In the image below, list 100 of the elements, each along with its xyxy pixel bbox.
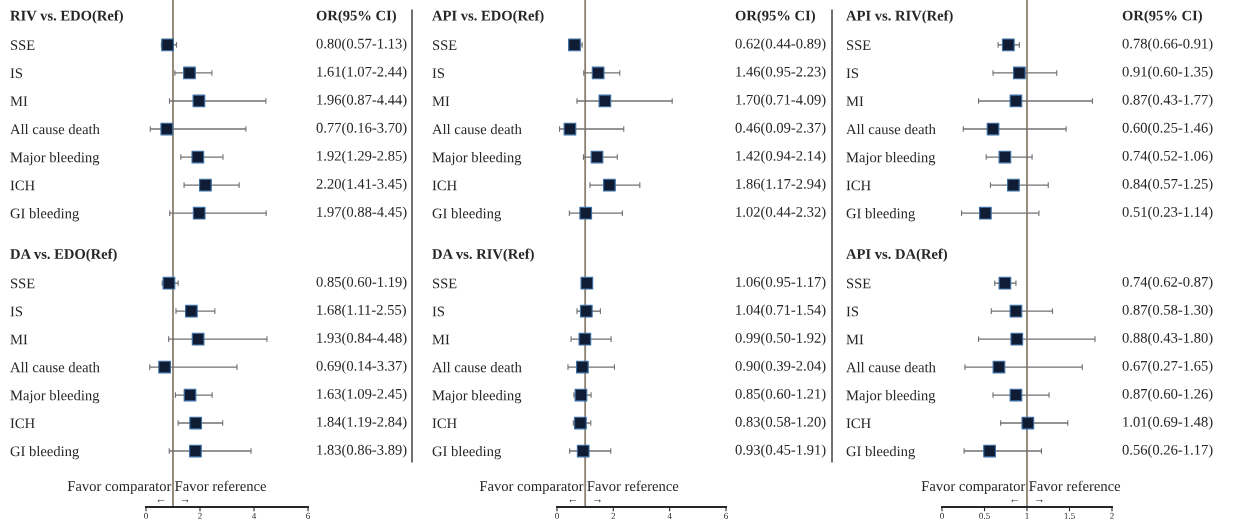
data-label: 1.01(0.69-1.48)	[1123, 416, 1213, 430]
point	[579, 304, 593, 318]
x-tick-label: 0	[940, 512, 944, 519]
y-tick-label: GI bleeding	[432, 208, 501, 222]
y-tick-label: MI	[432, 96, 450, 107]
x-tick-label: 6	[724, 512, 728, 519]
data-label: 0.46(0.09-2.37)	[735, 122, 826, 136]
data-label: 0.56(0.26-1.17)	[1122, 444, 1213, 458]
data-label: 0.80(0.57-1.13)	[316, 38, 407, 52]
data-label: 0.91(0.60-1.35)	[1122, 66, 1213, 80]
data-label: 0.85(0.60-1.21)	[735, 388, 826, 402]
text: Favor comparator	[479, 481, 584, 495]
y-tick-label: Major bleeding	[432, 152, 522, 166]
x-tick-label: 1.5	[1064, 512, 1075, 519]
chart-title: RIV vs. EDO(Ref)	[10, 10, 123, 24]
y-tick-label: GI bleeding	[846, 445, 915, 460]
text: Favor comparator	[67, 481, 172, 495]
y-tick-label: GI bleeding	[432, 445, 501, 460]
y-tick-label: SSE	[846, 40, 871, 51]
point	[1009, 304, 1023, 318]
y-tick-label: GI bleeding	[10, 208, 79, 222]
point	[189, 444, 202, 458]
point	[189, 416, 203, 430]
data-label: 1.70(0.71-4.09)	[736, 94, 826, 108]
y-tick-label: Major bleeding	[432, 390, 522, 404]
x-tick-label: 2	[611, 512, 616, 519]
data-label: 1.86(1.17-2.94)	[736, 178, 826, 192]
y-tick-label: Major bleeding	[846, 390, 936, 404]
y-tick-label: IS	[432, 68, 445, 79]
text: Favor reference	[1029, 480, 1121, 492]
point	[579, 206, 593, 220]
x-tick-label: 6	[306, 512, 310, 519]
point	[183, 66, 196, 80]
data-label: 1.02(0.44-2.32)	[736, 206, 826, 220]
data-label: 0.93(0.45-1.91)	[735, 444, 826, 458]
y-tick-label: Major bleeding	[10, 390, 100, 404]
y-tick-label: IS	[10, 68, 23, 79]
point	[160, 122, 174, 136]
x-tick-label: 2	[1110, 512, 1114, 519]
point	[576, 444, 590, 458]
y-tick-label: SSE	[432, 40, 457, 51]
data-label: 0.87(0.58-1.30)	[1122, 304, 1213, 318]
chart-title: DA vs. EDO(Ref)	[10, 248, 117, 262]
y-tick-label: Major bleeding	[10, 152, 100, 166]
point	[1012, 66, 1026, 80]
text: Favor comparator	[921, 481, 1026, 495]
y-tick-label: IS	[846, 68, 859, 79]
data-label: 1.61(1.07-2.44)	[317, 66, 407, 80]
x-tick-label: 4	[667, 512, 672, 519]
data-label: 0.87(0.43-1.77)	[1122, 94, 1213, 108]
x-tick-label: 2	[198, 512, 202, 519]
chart-title: API vs. RIV(Ref)	[846, 10, 953, 24]
text: ←	[157, 499, 165, 503]
y-tick-label: ICH	[432, 418, 457, 429]
data-label: 1.04(0.71-1.54)	[736, 304, 826, 318]
text: →	[1036, 499, 1043, 503]
data-label: 0.62(0.44-0.89)	[735, 38, 826, 52]
y-tick-label: ICH	[432, 180, 457, 191]
point	[1007, 178, 1020, 192]
data-label: 1.46(0.95-2.23)	[736, 66, 826, 80]
y-tick-label: SSE	[10, 40, 35, 51]
data-label: 0.60(0.25-1.46)	[1122, 122, 1213, 136]
data-label: 2.20(1.41-3.45)	[316, 178, 407, 192]
data-label: 1.92(1.29-2.85)	[317, 150, 407, 164]
x-tick-label: 1	[1025, 512, 1029, 519]
x-tick-label: 0.5	[979, 512, 990, 519]
y-tick-label: ICH	[10, 180, 35, 191]
data-label: 0.84(0.57-1.25)	[1122, 178, 1213, 192]
y-tick-label: SSE	[10, 278, 35, 289]
point	[575, 360, 589, 374]
y-tick-label: ICH	[10, 418, 35, 429]
data-label: 1.83(0.86-3.89)	[317, 444, 407, 458]
data-label: 1.96(0.87-4.44)	[317, 94, 407, 108]
chart-title: API vs. EDO(Ref)	[432, 10, 544, 24]
data-label: 0.51(0.23-1.14)	[1122, 206, 1213, 220]
point	[191, 150, 205, 164]
data-label: 0.90(0.39-2.04)	[735, 360, 826, 374]
point	[161, 38, 174, 52]
point	[192, 206, 206, 220]
text: Favor reference	[587, 480, 679, 492]
y-tick-label: MI	[432, 334, 450, 345]
text: Favor reference	[175, 480, 267, 492]
point	[199, 178, 212, 192]
y-tick-label: GI bleeding	[846, 208, 915, 222]
y-tick-label: ICH	[846, 418, 871, 429]
point	[978, 206, 992, 220]
point	[603, 178, 616, 192]
y-tick-label: All cause death	[432, 123, 522, 135]
data-label: 0.67(0.27-1.65)	[1122, 360, 1213, 374]
data-label: 0.87(0.60-1.26)	[1122, 388, 1213, 402]
data-label: 1.93(0.84-4.48)	[317, 332, 407, 346]
data-label: 1.63(1.09-2.45)	[317, 388, 407, 402]
text: OR(95% CI)	[735, 10, 815, 24]
point	[574, 416, 587, 430]
text: ←	[1011, 499, 1018, 503]
x-tick-label: 4	[251, 512, 257, 519]
y-tick-label: MI	[846, 334, 864, 345]
y-tick-label: IS	[10, 306, 23, 317]
point	[184, 304, 198, 318]
y-tick-label: SSE	[846, 278, 871, 289]
